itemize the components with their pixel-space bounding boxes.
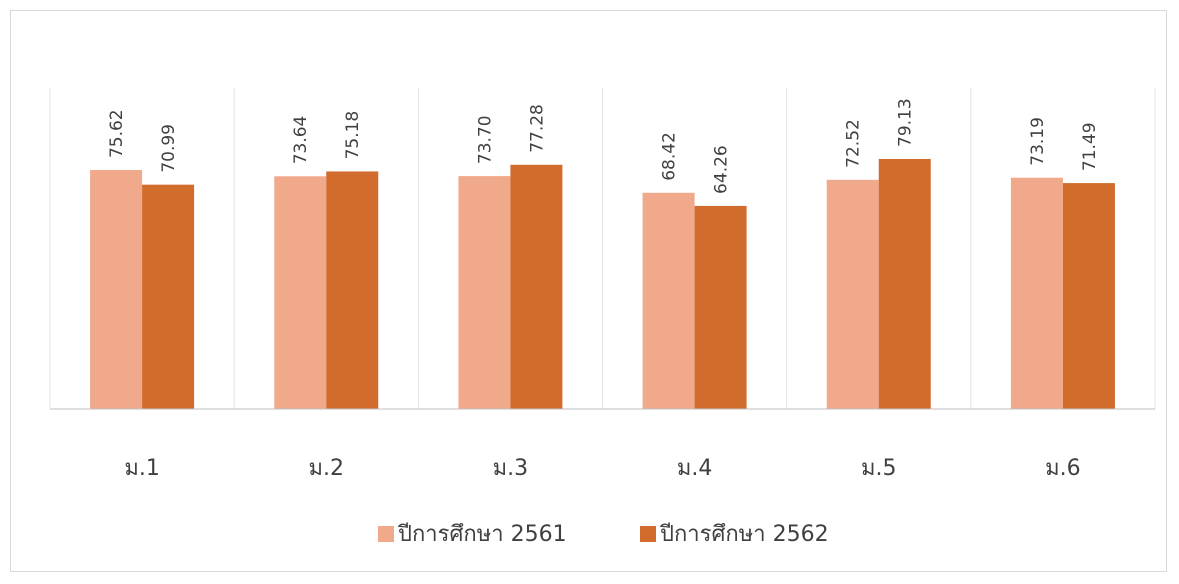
bar-series-1: [90, 170, 143, 409]
bar-series-1: [458, 176, 511, 409]
legend-swatch: [378, 526, 394, 542]
category-label: ม.6: [1045, 456, 1081, 481]
data-label: 70.99: [159, 124, 179, 173]
legend-swatch: [640, 526, 656, 542]
data-label: 75.18: [343, 111, 363, 160]
category-label: ม.4: [677, 456, 713, 481]
category-label: ม.2: [309, 456, 345, 481]
data-label: 73.70: [475, 115, 495, 164]
bar-series-1: [826, 179, 879, 409]
category-label: ม.1: [124, 456, 160, 481]
bar-series-1: [274, 176, 327, 409]
bar-series-1: [1010, 177, 1063, 409]
data-label: 75.62: [107, 109, 127, 158]
bar-series-2: [510, 164, 563, 409]
data-label: 72.52: [844, 119, 864, 168]
legend-label: ปีการศึกษา 2561: [397, 522, 567, 547]
legend-label: ปีการศึกษา 2562: [659, 522, 829, 547]
data-label: 73.64: [291, 116, 311, 165]
bars: [90, 158, 1115, 409]
bar-series-2: [326, 171, 379, 409]
bar-series-1: [642, 192, 695, 409]
bar-series-2: [1062, 183, 1115, 409]
chart-frame: [10, 10, 1167, 572]
bar-series-2: [878, 158, 931, 409]
legend: ปีการศึกษา 2561 ปีการศึกษา 2562: [378, 522, 829, 547]
data-label: 77.28: [527, 104, 547, 153]
category-label: ม.5: [861, 456, 897, 481]
data-label: 64.26: [712, 145, 732, 194]
bar-series-2: [694, 205, 747, 409]
data-label: 79.13: [896, 98, 916, 147]
category-label: ม.3: [493, 456, 529, 481]
data-labels: 75.62 70.99 73.64 75.18 73.70 77.28 68.42 64.26…: [107, 98, 1100, 194]
bar-series-2: [142, 184, 195, 409]
category-labels: ม.1 ม.2 ม.3 ม.4 ม.5 ม.6: [124, 456, 1080, 481]
data-label: 71.49: [1080, 122, 1100, 171]
data-label: 73.19: [1028, 117, 1048, 166]
data-label: 68.42: [660, 132, 680, 181]
gridlines: [49, 88, 1156, 409]
